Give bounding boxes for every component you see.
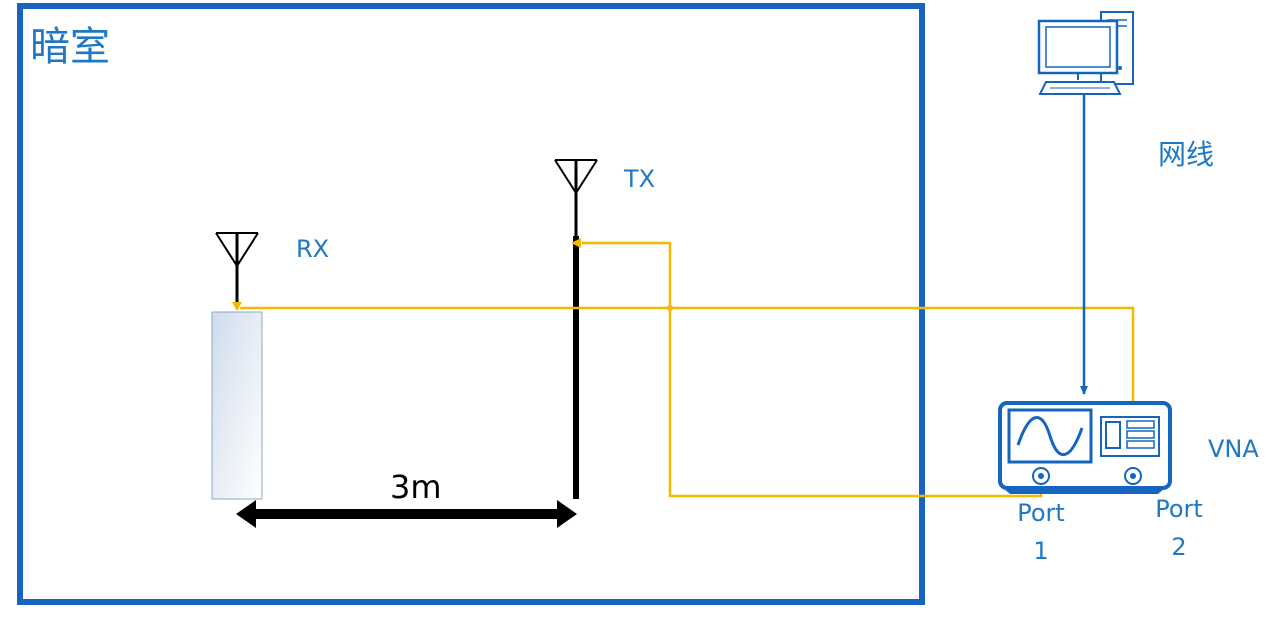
rf-cable-port1-to-tx bbox=[582, 241, 1043, 498]
anechoic-chamber-box bbox=[17, 3, 925, 605]
chamber-label: 暗室 bbox=[30, 24, 110, 70]
rx-mast bbox=[211, 311, 263, 500]
vna-port2-connector bbox=[1124, 467, 1142, 485]
network-cable-label: 网线 bbox=[1158, 138, 1214, 171]
tx-feed-arrow bbox=[571, 238, 581, 248]
port1-label-word: Port bbox=[1017, 499, 1065, 527]
cable-crossing-dot bbox=[667, 305, 673, 311]
vector-network-analyzer-icon bbox=[998, 401, 1172, 494]
distance-arrow bbox=[236, 500, 577, 528]
distance-label: 3m bbox=[390, 468, 442, 506]
port2-label-number: 2 bbox=[1171, 533, 1186, 561]
vna-port1-connector bbox=[1032, 467, 1050, 485]
port1-label-number: 1 bbox=[1033, 537, 1048, 565]
rx-label: RX bbox=[296, 235, 329, 263]
tx-label: TX bbox=[623, 165, 655, 193]
desktop-computer-icon bbox=[1037, 11, 1134, 95]
tx-antenna-icon bbox=[554, 159, 598, 236]
rx-antenna-icon bbox=[215, 232, 259, 311]
port2-label-word: Port bbox=[1155, 495, 1203, 523]
vna-label: VNA bbox=[1208, 435, 1259, 463]
